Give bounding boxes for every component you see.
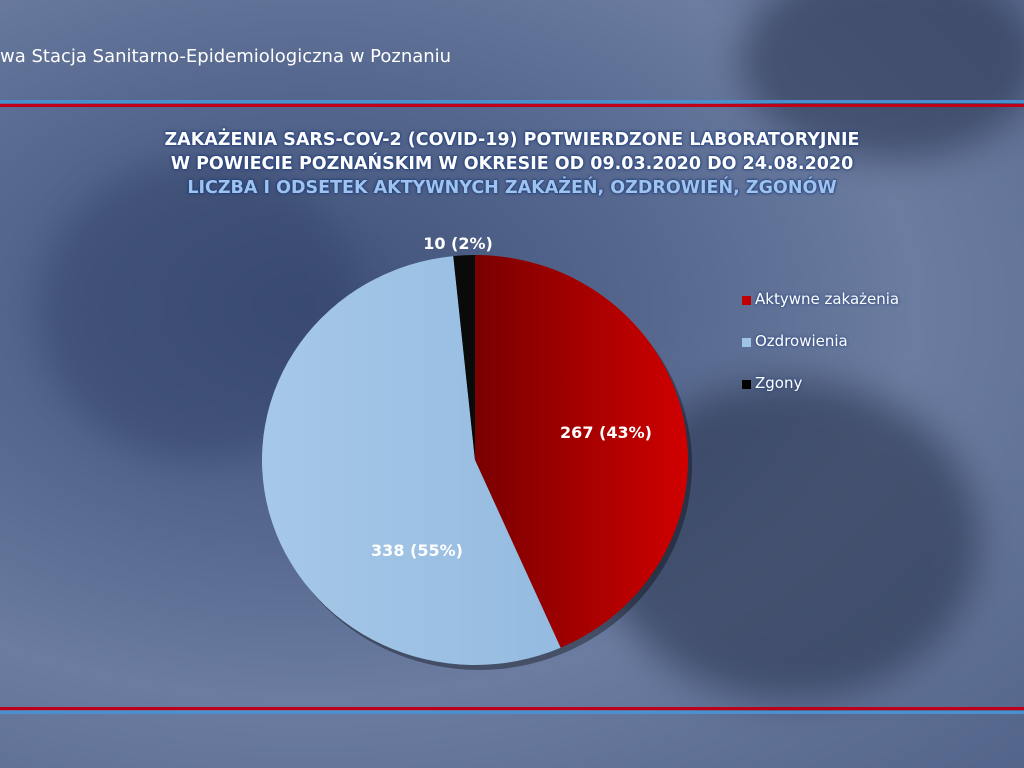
title-line-1: ZAKAŻENIA SARS-COV-2 (COVID-19) POTWIERD… (164, 130, 860, 150)
data-label-active: 267 (43%) (560, 423, 652, 442)
background-virus-shape (740, 0, 1024, 160)
legend-swatch (742, 380, 751, 389)
divider (0, 707, 1024, 710)
chart-subtitle: LICZBA I ODSETEK AKTYWNYCH ZAKAŻEŃ, OZDR… (187, 178, 837, 198)
pie-slice-recovered (261, 256, 561, 665)
divider (0, 711, 1024, 714)
legend-item-recovered: Ozdrowienia (742, 332, 899, 374)
pie-slice-deaths (453, 255, 475, 460)
title-line-2: W POWIECIE POZNAŃSKIM W OKRESIE OD 09.03… (170, 154, 854, 174)
divider (0, 104, 1024, 107)
legend-label: Aktywne zakażenia (755, 290, 900, 308)
legend-swatch (742, 338, 751, 347)
chart-title: ZAKAŻENIA SARS-COV-2 (COVID-19) POTWIERD… (0, 128, 1024, 200)
data-label-recovered: 338 (55%) (371, 541, 463, 560)
legend-label: Ozdrowienia (755, 332, 848, 350)
legend-item-deaths: Zgony (742, 374, 899, 416)
legend-item-active: Aktywne zakażenia (742, 290, 899, 332)
organization-name: wa Stacja Sanitarno-Epidemiologiczna w P… (0, 46, 452, 67)
divider (0, 100, 1024, 103)
legend-swatch (742, 296, 751, 305)
legend: Aktywne zakażenia Ozdrowienia Zgony (742, 290, 899, 416)
pie-slice-active (475, 255, 689, 648)
legend-label: Zgony (755, 374, 803, 392)
data-label-deaths: 10 (2%) (423, 234, 493, 253)
